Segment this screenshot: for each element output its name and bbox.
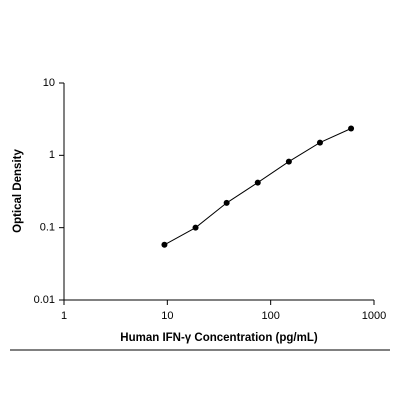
point <box>192 224 199 231</box>
point <box>285 158 292 165</box>
curve <box>164 128 352 246</box>
x-axis-label: Human IFN-γ Concentration (pg/mL) <box>120 332 318 344</box>
point <box>223 199 230 206</box>
y-tick-label: 10 <box>43 77 55 89</box>
y-axis-label: Optical Density <box>12 149 24 233</box>
point <box>161 241 168 248</box>
point <box>316 139 323 146</box>
x-tick-label: 1000 <box>362 310 386 322</box>
y-tick-label: 0.01 <box>34 294 55 306</box>
x-tick-label: 10 <box>161 310 173 322</box>
y-tick-label: 0.1 <box>40 222 55 234</box>
x-tick-label: 100 <box>261 310 279 322</box>
point <box>254 179 261 186</box>
y-tick-label: 1 <box>49 149 55 161</box>
x-tick-label: 1 <box>61 310 67 322</box>
point <box>348 125 355 132</box>
